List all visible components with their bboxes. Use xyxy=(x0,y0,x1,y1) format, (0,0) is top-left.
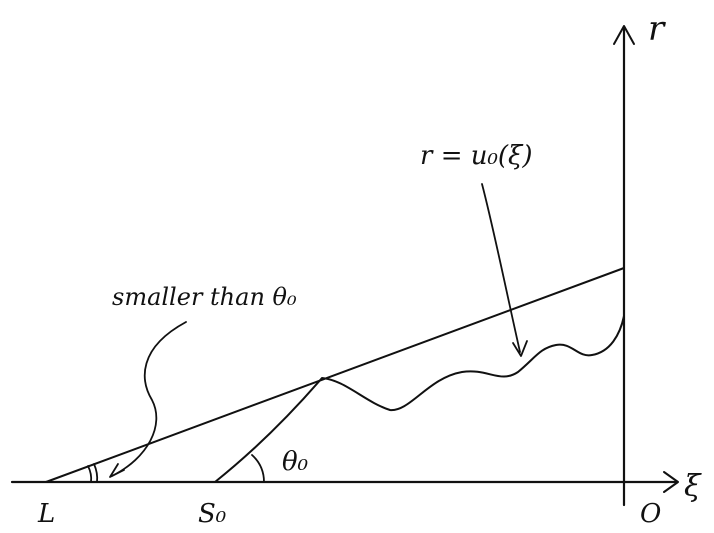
theta0-label: θ₀ xyxy=(282,447,309,477)
r-axis-arrowhead xyxy=(613,25,635,45)
r-axis-label: r xyxy=(648,9,666,49)
point-l-label: L xyxy=(37,499,55,529)
small-angle-pointer-head xyxy=(109,463,125,478)
xi-axis-arrowhead xyxy=(663,471,679,493)
curve-pointer-head xyxy=(512,340,528,357)
xi-axis-label: ξ xyxy=(684,469,702,504)
curve-u0 xyxy=(214,315,625,483)
theta0-angle-arc xyxy=(251,454,265,483)
point-s0-label: S₀ xyxy=(198,499,227,529)
small-angle-label: smaller than θ₀ xyxy=(112,283,297,311)
small-angle-pointer xyxy=(111,321,187,477)
small-angle-arc-outer xyxy=(93,463,99,483)
small-angle-arc-inner xyxy=(87,465,93,483)
curve-label: r = u₀(ξ) xyxy=(420,141,533,171)
origin-label: O xyxy=(640,499,661,529)
curve-pointer xyxy=(481,183,521,353)
tangent-line xyxy=(45,267,625,483)
